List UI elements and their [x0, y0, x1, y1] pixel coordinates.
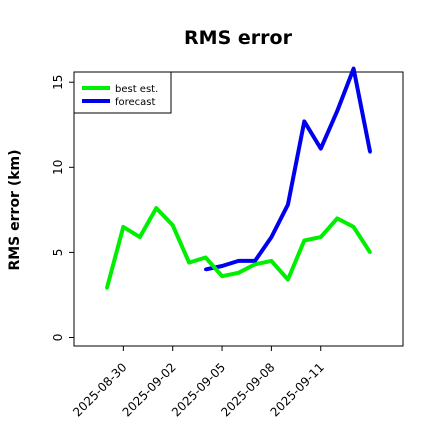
data-point-best-est [187, 261, 191, 265]
legend: best est. forecast [73, 71, 172, 114]
data-point-forecast [236, 259, 241, 263]
plot-area-frame [73, 71, 404, 347]
chart-title: RMS error [184, 27, 293, 49]
data-point-forecast [269, 235, 273, 239]
ticks-layer: 0510152025-08-302025-09-022025-09-052025… [51, 75, 327, 420]
data-point-forecast [319, 147, 323, 151]
series-line-best-est [104, 206, 372, 289]
data-point-best-est [253, 262, 257, 266]
y-axis-label: RMS error (km) [7, 149, 23, 270]
data-point-best-est [105, 286, 109, 290]
data-point-best-est [335, 216, 339, 220]
data-point-best-est [269, 259, 273, 263]
data-point-best-est [319, 235, 323, 239]
data-point-best-est [171, 223, 175, 227]
data-point-forecast [220, 264, 224, 268]
data-point-best-est [220, 274, 224, 278]
y-tick-label: 10 [51, 160, 65, 175]
series-layer [104, 66, 373, 290]
series-line-forecast [205, 66, 373, 272]
data-point-forecast [302, 119, 306, 123]
data-point-best-est [352, 225, 356, 229]
y-tick-label: 15 [51, 75, 65, 90]
legend-label-best-est: best est. [115, 84, 158, 95]
data-point-best-est [154, 206, 158, 210]
x-tick-label: 2025-09-11 [268, 360, 327, 419]
data-point-best-est [236, 271, 241, 275]
legend-box [73, 71, 172, 114]
data-point-best-est [286, 278, 290, 282]
data-point-best-est [204, 255, 208, 260]
data-point-forecast [352, 67, 356, 71]
y-tick-label: 5 [51, 249, 65, 257]
data-point-best-est [302, 238, 306, 243]
data-point-best-est [121, 225, 125, 229]
data-point-best-est [368, 250, 372, 254]
data-point-forecast [204, 267, 208, 271]
data-point-forecast [335, 109, 339, 113]
data-point-best-est [138, 235, 142, 239]
legend-label-forecast: forecast [115, 97, 156, 108]
data-point-forecast [253, 259, 257, 263]
y-tick-label: 0 [51, 334, 65, 342]
data-point-forecast [286, 203, 290, 207]
data-point-forecast [368, 150, 372, 154]
